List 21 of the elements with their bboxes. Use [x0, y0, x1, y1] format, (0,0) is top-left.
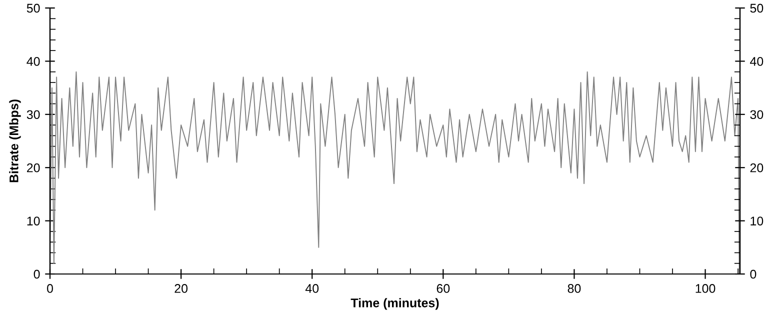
- x-tick-label: 0: [47, 284, 53, 293]
- y2-tick-label: 20: [750, 163, 764, 172]
- y-tick-label: 50: [26, 4, 40, 13]
- y-tick-label: 0: [34, 270, 40, 279]
- y2-tick-label: 50: [750, 4, 764, 13]
- y-tick-label: 20: [27, 163, 40, 172]
- y2-tick-label: 30: [750, 110, 764, 120]
- x-tick-label: 40: [305, 284, 319, 293]
- x-tick-label: 80: [568, 284, 581, 293]
- x-tick-label: 20: [174, 284, 188, 293]
- x-axis-title: Time (minutes): [350, 298, 439, 310]
- y2-tick-label: 40: [750, 57, 764, 66]
- y-axis-title: Bitrate (Mbps): [9, 100, 21, 182]
- line-series: [50, 71, 740, 274]
- y-tick-label: 40: [26, 57, 40, 66]
- x-tick-label: 100: [696, 284, 716, 293]
- y-tick-label: 10: [27, 216, 40, 226]
- y2-tick-label: 10: [750, 216, 764, 226]
- y-tick-label: 30: [26, 110, 40, 120]
- x-tick-label: 60: [436, 284, 450, 293]
- y2-tick-label: 0: [750, 270, 756, 279]
